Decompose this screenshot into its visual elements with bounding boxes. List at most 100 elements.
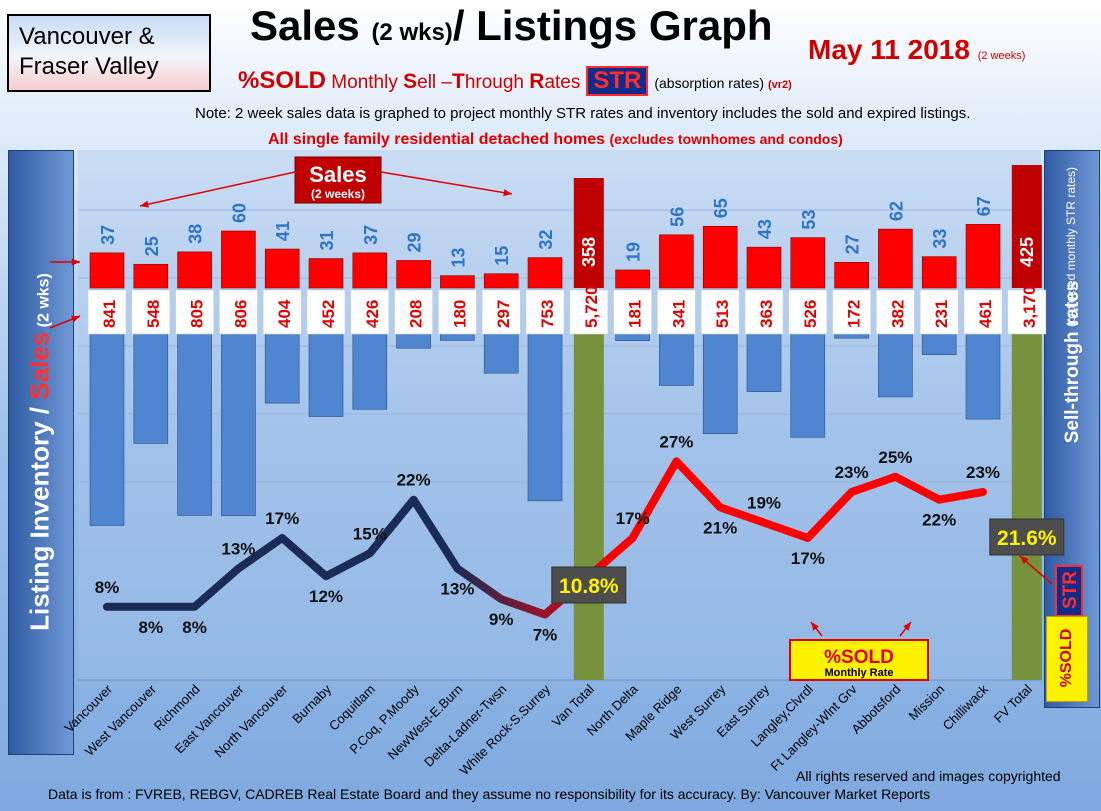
chart-subtitle: %SOLD Monthly Sell –Through Rates STR (abs… bbox=[238, 66, 792, 96]
percent-label: 23% bbox=[966, 463, 1000, 482]
region-label-box: Vancouver & Fraser Valley bbox=[7, 14, 211, 92]
listing-label-box bbox=[1007, 289, 1047, 335]
sales-bar bbox=[352, 252, 388, 289]
absorb-text: (absorption rates) bbox=[654, 75, 765, 91]
listing-label-box bbox=[131, 289, 171, 335]
sales-bar bbox=[396, 260, 431, 289]
percent-label: 13% bbox=[221, 540, 255, 559]
listing-label-box bbox=[525, 289, 565, 335]
listing-value-label: 208 bbox=[407, 300, 426, 328]
right-str-badge: STR bbox=[1055, 565, 1083, 617]
listing-label-box bbox=[350, 289, 390, 335]
percent-label: 22% bbox=[922, 511, 956, 530]
sales-bar bbox=[878, 228, 913, 289]
right-sold-badge: %SOLD bbox=[1046, 616, 1088, 702]
subtitle-ates: ates bbox=[544, 72, 581, 93]
sales-callout-sub: (2 weeks) bbox=[311, 187, 365, 201]
listing-label-box bbox=[744, 289, 784, 335]
sales-value-label: 56 bbox=[667, 207, 687, 227]
percent-label: 8% bbox=[182, 618, 207, 637]
sales-bar bbox=[308, 258, 344, 289]
sales-value-label: 53 bbox=[799, 210, 819, 230]
sales-bar bbox=[790, 237, 826, 289]
sales-value-label: 15 bbox=[492, 246, 512, 266]
total-percent-box bbox=[989, 518, 1065, 556]
subtitle-pre: Monthly bbox=[326, 72, 404, 93]
sales-value-label: 43 bbox=[755, 219, 775, 239]
listing-value-label: 231 bbox=[932, 300, 951, 328]
percent-label: 25% bbox=[878, 448, 912, 467]
listing-value-label: 297 bbox=[494, 300, 513, 328]
percent-label: 17% bbox=[791, 549, 825, 568]
percent-label: 12% bbox=[309, 587, 343, 606]
listing-label-box bbox=[569, 289, 609, 335]
total-percent-label: 10.8% bbox=[559, 575, 619, 598]
category-label: Chilliwack bbox=[940, 681, 992, 733]
sales-value-label: 38 bbox=[186, 224, 206, 244]
sales-bar bbox=[133, 263, 169, 289]
sales-bar bbox=[965, 224, 1001, 289]
percent-label: 8% bbox=[95, 578, 120, 597]
sold-callout-sub: Monthly Rate bbox=[824, 667, 893, 679]
subtitle-sold: %SOLD bbox=[238, 67, 327, 94]
sales-bar bbox=[177, 251, 212, 289]
sold-arrow-left-head bbox=[811, 622, 819, 631]
listing-value-label: 3,170 bbox=[1020, 285, 1039, 328]
listing-value-label: 753 bbox=[538, 300, 557, 328]
listing-value-label: 806 bbox=[231, 300, 250, 328]
listing-label-box bbox=[219, 289, 258, 335]
sales-callout-box bbox=[294, 156, 382, 204]
category-label: Mission bbox=[906, 682, 948, 724]
chart-note: Note: 2 week sales data is graphed to pr… bbox=[195, 105, 971, 122]
listing-label-box bbox=[175, 289, 214, 335]
listing-label-box bbox=[306, 289, 346, 335]
sales-value-label: 41 bbox=[273, 221, 293, 241]
percent-label: 19% bbox=[747, 494, 781, 513]
listing-label-box bbox=[919, 289, 959, 335]
percent-label: 17% bbox=[265, 509, 299, 528]
subtitle-version: (vr2) bbox=[767, 79, 792, 91]
listing-value-label: 548 bbox=[144, 300, 163, 328]
listing-label-box bbox=[876, 289, 915, 335]
sales-bar bbox=[921, 256, 957, 289]
sales-bar bbox=[483, 273, 519, 289]
total-sales-bar bbox=[1011, 165, 1042, 288]
category-label: NewWest-E.Burn bbox=[385, 682, 466, 763]
listing-value-label: 5,720 bbox=[582, 285, 601, 328]
sold-rate-line bbox=[103, 457, 987, 619]
percent-label: 8% bbox=[139, 618, 164, 637]
listing-value-label: 341 bbox=[669, 300, 688, 328]
total-sales-bar bbox=[573, 178, 604, 288]
str-badge: STR bbox=[586, 66, 649, 96]
percent-label: 17% bbox=[616, 509, 650, 528]
listing-label-box bbox=[87, 289, 127, 335]
total-bar bbox=[573, 290, 604, 680]
total-percent-box bbox=[551, 566, 627, 604]
percent-label: 21% bbox=[703, 518, 737, 537]
sales-bar bbox=[834, 262, 869, 289]
sales-bar bbox=[746, 246, 782, 289]
percent-label: 9% bbox=[489, 610, 514, 629]
left-sales-pointer-head bbox=[71, 258, 80, 266]
sales-value-label: 29 bbox=[405, 232, 425, 252]
listing-value-label: 382 bbox=[888, 300, 907, 328]
total-percent-label: 21.6% bbox=[997, 527, 1057, 550]
sales-bar bbox=[89, 252, 125, 289]
listing-value-label: 426 bbox=[363, 300, 382, 328]
listing-value-label: 526 bbox=[801, 300, 820, 328]
sales-value-label: 33 bbox=[930, 229, 950, 249]
sales-value-label: 32 bbox=[536, 230, 556, 250]
listing-value-label: 805 bbox=[188, 300, 207, 328]
right-str-pointer-head bbox=[1020, 556, 1029, 565]
percent-label: 23% bbox=[835, 463, 869, 482]
listing-label-box bbox=[481, 289, 521, 335]
footer-rights: All rights reserved and images copyright… bbox=[796, 768, 1061, 784]
sales-bar bbox=[440, 275, 475, 289]
subtitle-s: S bbox=[403, 70, 418, 93]
sales-bar bbox=[264, 248, 300, 289]
left-listing-pointer-head bbox=[71, 315, 80, 323]
listing-label-box bbox=[963, 289, 1003, 335]
percent-label: 13% bbox=[440, 580, 474, 599]
listing-label-box bbox=[394, 289, 433, 335]
